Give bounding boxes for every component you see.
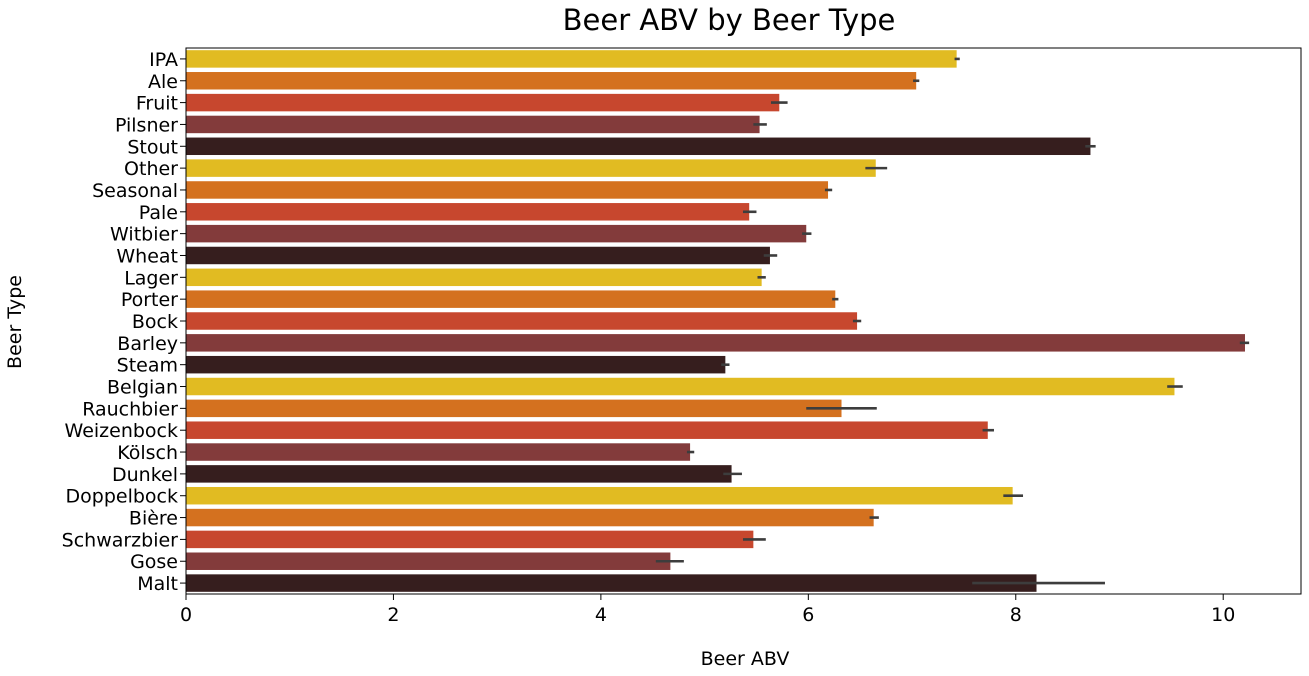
x-tick-label: 6: [802, 604, 814, 626]
y-tick-label-pale: Pale: [139, 202, 178, 224]
bar-fruit: [186, 93, 780, 112]
bar-barley: [186, 334, 1245, 352]
y-tick-label-fruit: Fruit: [136, 93, 178, 115]
y-tick-label-malt: Malt: [137, 573, 178, 595]
bar-steam: [186, 355, 726, 374]
bar-dunkel: [186, 465, 732, 483]
y-tick-label-rauchbier: Rauchbier: [82, 398, 178, 420]
bar-bock: [186, 312, 858, 330]
y-tick-label-bock: Bock: [132, 311, 178, 333]
y-tick-label-weizenbock: Weizenbock: [65, 420, 178, 442]
y-tick-label-schwarzbier: Schwarzbier: [62, 529, 179, 551]
bar-pale: [186, 203, 750, 221]
error-bars-group: [655, 57, 1250, 585]
x-axis-ticks: 0 2 4 6 8 10: [180, 594, 1235, 626]
y-tick-label-porter: Porter: [121, 289, 178, 311]
bar-seasonal: [186, 181, 829, 199]
x-tick-label: 2: [387, 604, 399, 626]
y-tick-label-other: Other: [124, 158, 178, 180]
y-tick-label-belgian: Belgian: [107, 377, 178, 399]
y-tick-label-kolsch: Kölsch: [117, 442, 178, 464]
bar-porter: [186, 290, 836, 308]
bar-lager: [186, 268, 762, 287]
y-tick-label-ipa: IPA: [149, 49, 178, 71]
y-tick-label-witbier: Witbier: [110, 224, 178, 246]
bar-wheat: [186, 246, 770, 265]
y-tick-label-wheat: Wheat: [116, 245, 178, 267]
bars-group: [186, 50, 1245, 592]
bar-witbier: [186, 224, 807, 243]
bar-stout: [186, 137, 1091, 156]
x-tick-label: 4: [595, 604, 607, 626]
y-tick-label-lager: Lager: [124, 267, 178, 289]
bar-rauchbier: [186, 399, 842, 418]
bar-ale: [186, 72, 917, 90]
x-axis-label: Beer ABV: [701, 648, 790, 670]
bar-schwarzbier: [186, 530, 754, 549]
y-tick-label-gose: Gose: [130, 551, 178, 573]
y-axis-label: Beer Type: [4, 275, 26, 369]
chart-title: Beer ABV by Beer Type: [563, 3, 896, 37]
y-tick-label-pilsner: Pilsner: [115, 114, 178, 136]
bar-kolsch: [186, 443, 691, 461]
bar-doppelbock: [186, 486, 1013, 505]
bar-biere: [186, 508, 874, 527]
y-tick-label-ale: Ale: [148, 71, 178, 93]
y-tick-label-biere: Bière: [129, 508, 178, 530]
bar-belgian: [186, 377, 1175, 396]
y-tick-label-doppelbock: Doppelbock: [66, 486, 178, 508]
x-tick-label: 0: [180, 604, 192, 626]
y-axis-categories: IPAAleFruitPilsnerStoutOtherSeasonalPale…: [62, 49, 186, 595]
bar-malt: [186, 574, 1037, 592]
bar-pilsner: [186, 115, 760, 134]
bar-weizenbock: [186, 421, 988, 439]
y-tick-label-dunkel: Dunkel: [112, 464, 178, 486]
y-tick-label-steam: Steam: [117, 355, 178, 377]
y-tick-label-barley: Barley: [117, 333, 178, 355]
y-tick-label-seasonal: Seasonal: [92, 180, 178, 202]
x-tick-label: 10: [1211, 604, 1235, 626]
x-tick-label: 8: [1010, 604, 1022, 626]
bar-other: [186, 159, 876, 177]
bar-ipa: [186, 50, 957, 68]
y-tick-label-stout: Stout: [127, 136, 178, 158]
bar-gose: [186, 552, 671, 570]
